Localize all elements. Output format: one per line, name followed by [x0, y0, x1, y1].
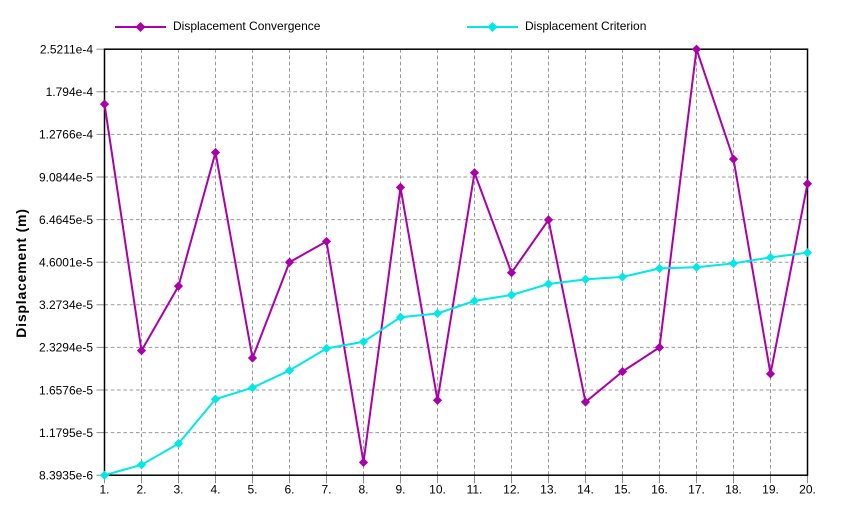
series-marker-0 — [617, 366, 628, 377]
x-tick-label: 1. — [99, 483, 109, 497]
series-marker-0 — [469, 168, 480, 178]
series-marker-0 — [543, 215, 554, 225]
x-tick-label: 11. — [467, 483, 483, 497]
series-marker-1 — [395, 312, 406, 322]
series-line-1 — [104, 251, 808, 477]
x-tick-label: 10. — [429, 483, 446, 497]
series-marker-0 — [210, 147, 221, 158]
series-marker-1 — [321, 343, 332, 354]
series-marker-1 — [580, 274, 591, 284]
legend-swatch-convergence-icon — [115, 21, 166, 32]
x-tick-label: 9. — [395, 483, 405, 497]
series-marker-1 — [765, 252, 776, 262]
x-tick-label: 8. — [358, 483, 368, 497]
y-tick-label: 9.0844e-5 — [39, 170, 93, 184]
y-tick-label: 1.794e-4 — [46, 85, 94, 99]
series-marker-1 — [802, 248, 813, 258]
series-marker-1 — [432, 308, 443, 319]
series-marker-0 — [802, 179, 813, 189]
plot-border — [103, 48, 809, 476]
x-tick-label: 12. — [503, 483, 520, 497]
legend-item-displacement-criterion: Displacement Criterion — [466, 18, 646, 35]
series-marker-0 — [136, 346, 147, 356]
series-line-0 — [103, 48, 809, 463]
series-marker-1 — [173, 439, 184, 449]
series-marker-1 — [654, 263, 665, 274]
legend-label-criterion: Displacement Criterion — [525, 19, 647, 33]
series-marker-0 — [173, 281, 184, 291]
y-tick-label: 6.4645e-5 — [39, 213, 93, 227]
legend-swatch-criterion-icon — [467, 21, 518, 32]
series-marker-0 — [654, 342, 665, 352]
x-tick-label: 17. — [688, 483, 705, 497]
series-marker-0 — [580, 397, 591, 407]
series-marker-0 — [691, 44, 702, 54]
x-tick-label: 6. — [284, 483, 294, 497]
x-tick-label: 7. — [321, 483, 331, 497]
x-tick-label: 18. — [725, 483, 742, 497]
series-marker-1 — [543, 279, 554, 289]
series-marker-1 — [469, 296, 480, 306]
y-tick-label: 3.2734e-5 — [39, 298, 93, 312]
x-tick-label: 5. — [247, 483, 257, 497]
x-tick-label: 13. — [540, 483, 557, 497]
y-tick-label: 2.5211e-4 — [40, 43, 93, 57]
series-marker-1 — [284, 365, 295, 376]
series-marker-1 — [617, 272, 628, 282]
x-tick-label: 3. — [173, 483, 183, 497]
series-marker-1 — [210, 394, 221, 404]
x-tick-label: 14. — [577, 483, 594, 497]
series-marker-1 — [691, 262, 702, 272]
y-tick-label: 4.6001e-5 — [39, 256, 93, 270]
series-marker-0 — [321, 236, 332, 247]
series-marker-1 — [247, 383, 258, 393]
series-marker-1 — [136, 460, 147, 470]
series-marker-1 — [99, 470, 110, 480]
series-marker-1 — [358, 337, 369, 347]
x-tick-label: 15. — [614, 483, 631, 497]
series-marker-0 — [358, 457, 369, 467]
series-marker-0 — [247, 353, 258, 363]
series-marker-0 — [284, 257, 295, 267]
series-marker-1 — [728, 258, 739, 268]
x-tick-label: 4. — [210, 483, 220, 497]
series-marker-0 — [765, 369, 776, 379]
y-tick-label: 1.2766e-4 — [39, 128, 93, 142]
x-tick-label: 16. — [651, 483, 668, 497]
series-marker-0 — [506, 268, 517, 278]
y-tick-label: 8.3935e-6 — [39, 469, 93, 483]
y-tick-label: 1.1795e-5 — [39, 426, 93, 440]
y-tick-label: 2.3294e-5 — [39, 341, 93, 355]
series-marker-0 — [728, 154, 739, 164]
x-tick-label: 19. — [762, 483, 779, 497]
series-marker-0 — [432, 395, 443, 405]
series-marker-0 — [395, 182, 406, 193]
x-tick-label: 2. — [136, 483, 146, 497]
series-marker-1 — [506, 290, 517, 300]
legend-label-convergence: Displacement Convergence — [173, 19, 321, 33]
legend-item-displacement-convergence: Displacement Convergence — [114, 18, 320, 35]
y-tick-label: 1.6576e-5 — [39, 383, 93, 397]
x-tick-label: 20. — [799, 483, 816, 497]
series-marker-0 — [99, 99, 110, 109]
